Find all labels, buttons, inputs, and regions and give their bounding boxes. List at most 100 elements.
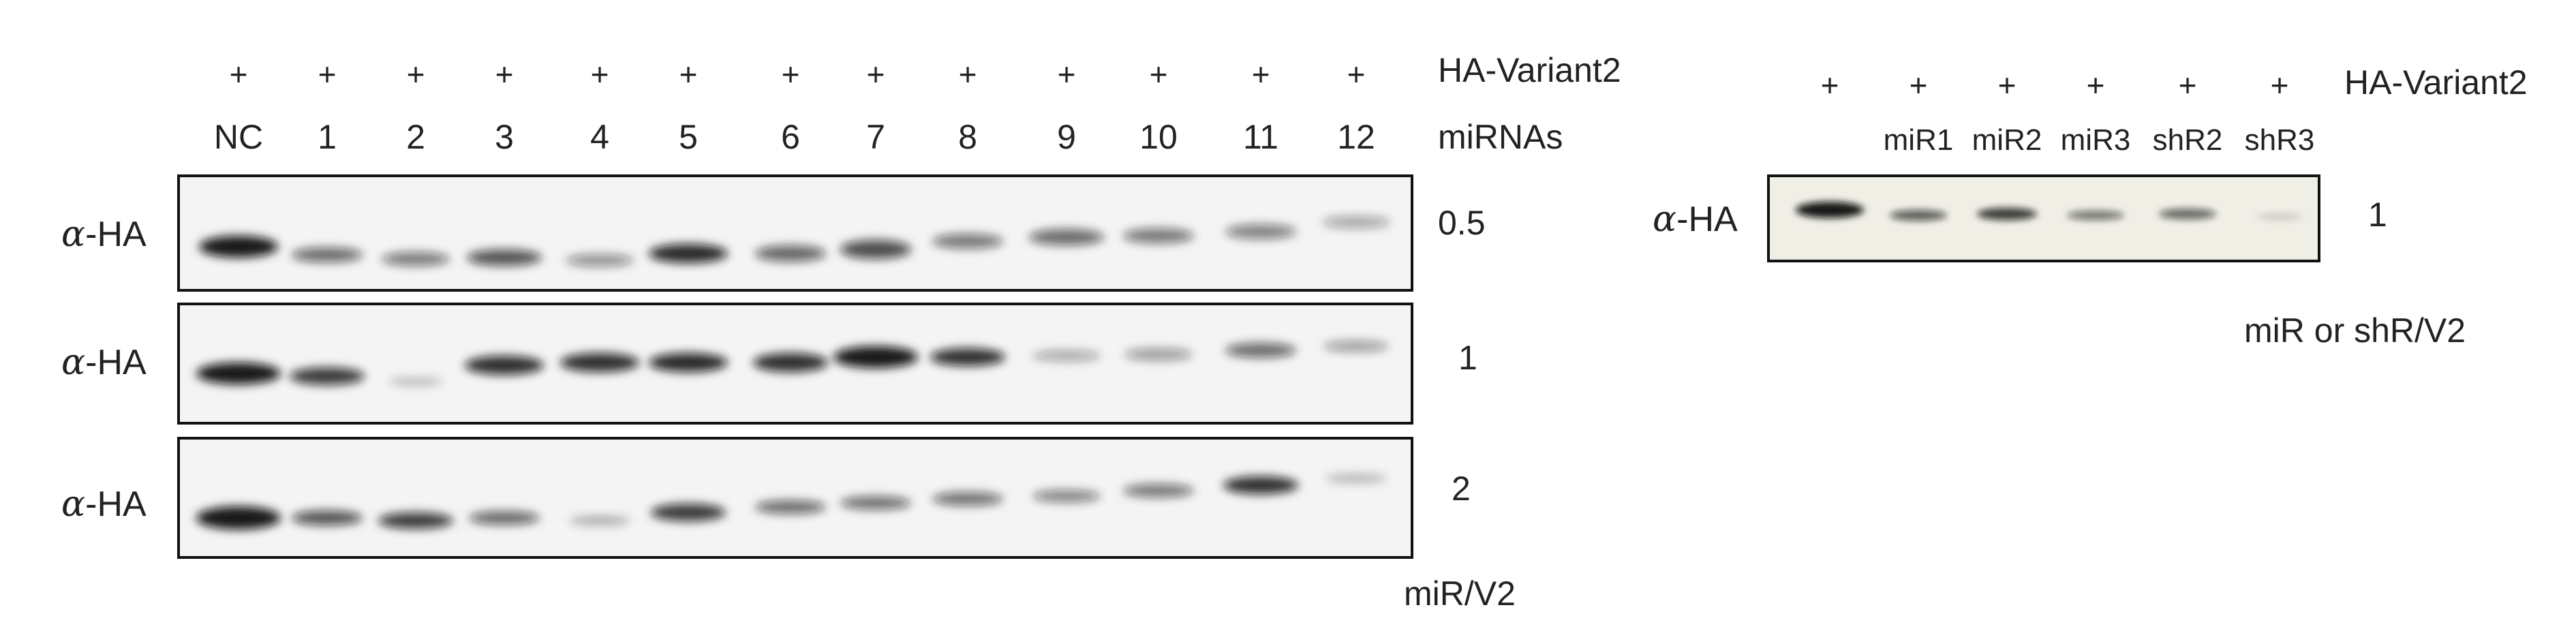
alpha-symbol: α: [1653, 199, 1677, 240]
band: [199, 236, 278, 258]
row-label-text: -HA: [85, 343, 147, 382]
plus-sign: +: [958, 57, 977, 92]
plus-sign: +: [318, 57, 337, 92]
band: [651, 504, 726, 521]
band: [560, 353, 639, 372]
band: [1225, 343, 1296, 358]
plus-sign: +: [590, 57, 609, 92]
band: [292, 247, 363, 262]
ratio-label: 1: [2368, 196, 2387, 234]
lane-label: 8: [958, 118, 977, 156]
band: [1032, 490, 1101, 502]
band: [840, 496, 911, 510]
left-blot-2: [177, 303, 1413, 425]
band: [932, 492, 1003, 506]
band: [755, 500, 826, 514]
band: [196, 506, 281, 530]
band: [833, 346, 918, 368]
alpha-symbol: α: [61, 484, 86, 525]
lane-label: 6: [781, 118, 800, 156]
band: [467, 249, 542, 266]
blot-frame: [177, 437, 1413, 559]
ratio-label: 0.5: [1438, 204, 1486, 242]
band: [1124, 348, 1193, 361]
plus-sign: +: [1057, 57, 1076, 92]
ratio-label: 2: [1452, 470, 1471, 508]
band: [1123, 484, 1194, 497]
plus-sign: +: [1820, 67, 1839, 103]
row-label-alpha-ha: α-HA: [61, 487, 147, 522]
lane-label: shR3: [2244, 123, 2315, 157]
band: [469, 511, 540, 525]
row-label-text: -HA: [85, 215, 147, 254]
lane-label: NC: [213, 118, 264, 156]
band: [2067, 211, 2124, 220]
lane-label: miR1: [1883, 123, 1954, 157]
header-ha-variant2: HA-Variant2: [1438, 51, 1621, 89]
left-blot-1: [177, 174, 1413, 292]
band: [2159, 209, 2216, 219]
band: [388, 378, 443, 386]
footer-mir-or-shr-v2: miR or shR/V2: [2244, 311, 2466, 350]
band: [1977, 208, 2037, 220]
band: [1890, 210, 1947, 221]
alpha-symbol: α: [61, 214, 86, 255]
row-label-text: -HA: [1676, 200, 1738, 239]
plus-sign: +: [781, 57, 800, 92]
right-blot: [1767, 174, 2320, 262]
band: [566, 254, 634, 266]
lane-label: 2: [406, 118, 425, 156]
band: [753, 353, 828, 372]
band: [382, 252, 450, 266]
plus-sign: +: [1997, 67, 2017, 103]
band: [840, 240, 911, 259]
lane-label: 3: [495, 118, 514, 156]
plus-sign: +: [1251, 57, 1270, 92]
alpha-symbol: α: [61, 342, 86, 383]
lane-label: 10: [1139, 118, 1178, 156]
band: [932, 234, 1003, 249]
lane-label: miR3: [2060, 123, 2131, 157]
row-label-alpha-ha: α-HA: [61, 217, 147, 252]
band: [1796, 202, 1864, 218]
plus-sign: +: [229, 57, 248, 92]
band: [755, 245, 826, 262]
band: [1123, 228, 1194, 243]
row-label-text: -HA: [85, 485, 147, 524]
plus-sign: +: [1347, 57, 1366, 92]
lane-label: 7: [866, 118, 885, 156]
band: [1325, 474, 1387, 483]
plus-sign: +: [1909, 67, 1928, 103]
band: [2256, 213, 2303, 220]
lane-label: 11: [1243, 118, 1278, 156]
header-mirnas: miRNAs: [1438, 118, 1563, 156]
lane-label: 12: [1337, 118, 1375, 156]
plus-sign: +: [866, 57, 885, 92]
lane-label: 5: [679, 118, 698, 156]
footer-mir-v2: miR/V2: [1404, 574, 1516, 613]
lane-label: 4: [590, 118, 609, 156]
plus-sign: +: [2270, 67, 2289, 103]
plus-sign: +: [406, 57, 425, 92]
band: [290, 367, 365, 385]
blot-frame: [1767, 174, 2320, 262]
blot-frame: [177, 174, 1413, 292]
band: [196, 363, 281, 384]
band: [569, 516, 630, 525]
ratio-label: 1: [1458, 339, 1477, 377]
row-label-alpha-ha: α-HA: [61, 345, 147, 380]
left-blot-3: [177, 437, 1413, 559]
band: [649, 353, 728, 372]
plus-sign: +: [1149, 57, 1168, 92]
band: [1225, 224, 1296, 239]
band: [1029, 229, 1104, 245]
row-label-alpha-ha: α-HA: [1653, 202, 1738, 237]
band: [930, 348, 1005, 366]
lane-label: miR2: [1972, 123, 2042, 157]
plus-sign: +: [2178, 67, 2197, 103]
band: [1032, 350, 1101, 361]
band: [1223, 476, 1298, 494]
band: [1323, 341, 1389, 352]
